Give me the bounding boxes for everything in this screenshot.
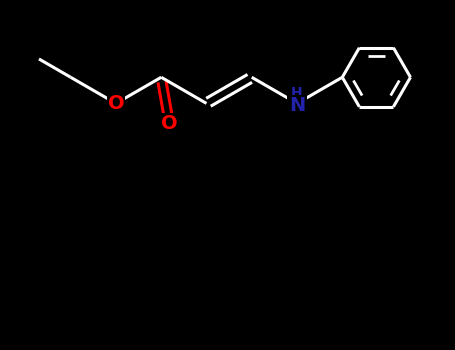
Text: O: O <box>161 114 178 133</box>
Text: N: N <box>289 96 305 115</box>
Text: H: H <box>291 86 303 100</box>
Text: O: O <box>108 94 124 113</box>
